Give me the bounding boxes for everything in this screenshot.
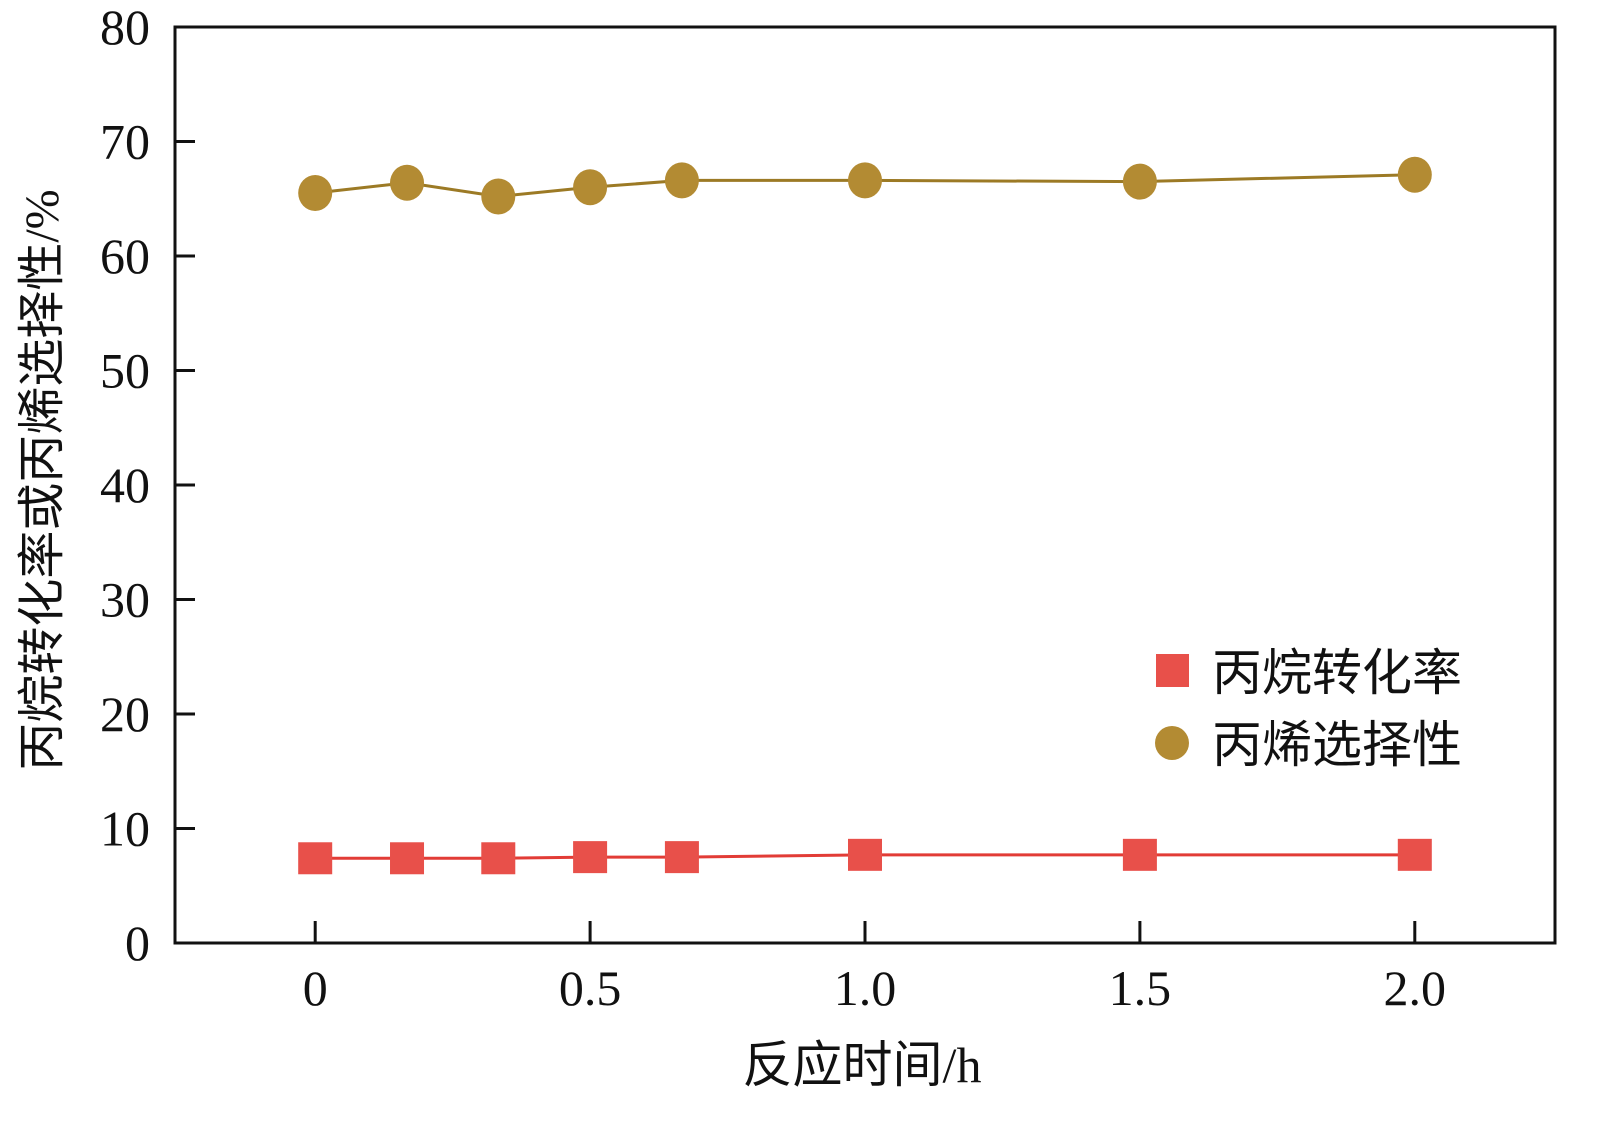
data-point-square bbox=[1397, 838, 1432, 871]
legend-label-selectivity: 丙烯选择性 bbox=[1212, 717, 1462, 773]
data-point-circle bbox=[664, 162, 699, 199]
data-point-circle bbox=[390, 164, 425, 201]
x-axis-label: 反应时间/h bbox=[743, 1037, 982, 1093]
y-tick-label: 10 bbox=[100, 801, 150, 857]
legend-marker-circle bbox=[1155, 726, 1189, 760]
y-tick-label: 80 bbox=[100, 0, 150, 55]
data-point-circle bbox=[481, 178, 516, 215]
y-axis-label: 丙烷转化率或丙烯选择性/% bbox=[16, 189, 69, 770]
data-point-square bbox=[1122, 838, 1157, 871]
data-point-circle bbox=[1122, 163, 1157, 200]
y-tick-label: 30 bbox=[100, 572, 150, 628]
x-tick-label: 2.0 bbox=[1384, 960, 1447, 1016]
y-tick-label: 70 bbox=[100, 114, 150, 170]
x-tick-label: 1.0 bbox=[834, 960, 897, 1016]
x-tick-label: 0 bbox=[303, 960, 328, 1016]
y-tick-label: 60 bbox=[100, 228, 150, 284]
data-point-square bbox=[848, 838, 882, 871]
data-point-circle bbox=[1397, 156, 1432, 193]
legend: 丙烷转化率 丙烯选择性 bbox=[1155, 645, 1462, 773]
data-point-circle bbox=[298, 175, 333, 212]
x-tick-label: 1.5 bbox=[1109, 960, 1172, 1016]
data-point-square bbox=[664, 841, 699, 874]
y-tick-label: 20 bbox=[100, 686, 150, 742]
y-tick-label: 50 bbox=[100, 343, 150, 399]
x-tick-label: 0.5 bbox=[559, 960, 622, 1016]
legend-label-conversion: 丙烷转化率 bbox=[1212, 645, 1462, 701]
series-propane-conversion bbox=[298, 838, 1432, 875]
legend-marker-square bbox=[1156, 654, 1189, 687]
data-point-square bbox=[573, 841, 608, 874]
data-point-circle bbox=[848, 162, 882, 199]
data-point-square bbox=[298, 842, 333, 875]
y-tick-label: 0 bbox=[125, 915, 150, 971]
data-point-circle bbox=[573, 169, 608, 206]
series-propylene-selectivity bbox=[298, 156, 1432, 215]
y-tick-label: 40 bbox=[100, 457, 150, 513]
data-point-square bbox=[390, 842, 425, 875]
data-point-square bbox=[481, 842, 516, 875]
